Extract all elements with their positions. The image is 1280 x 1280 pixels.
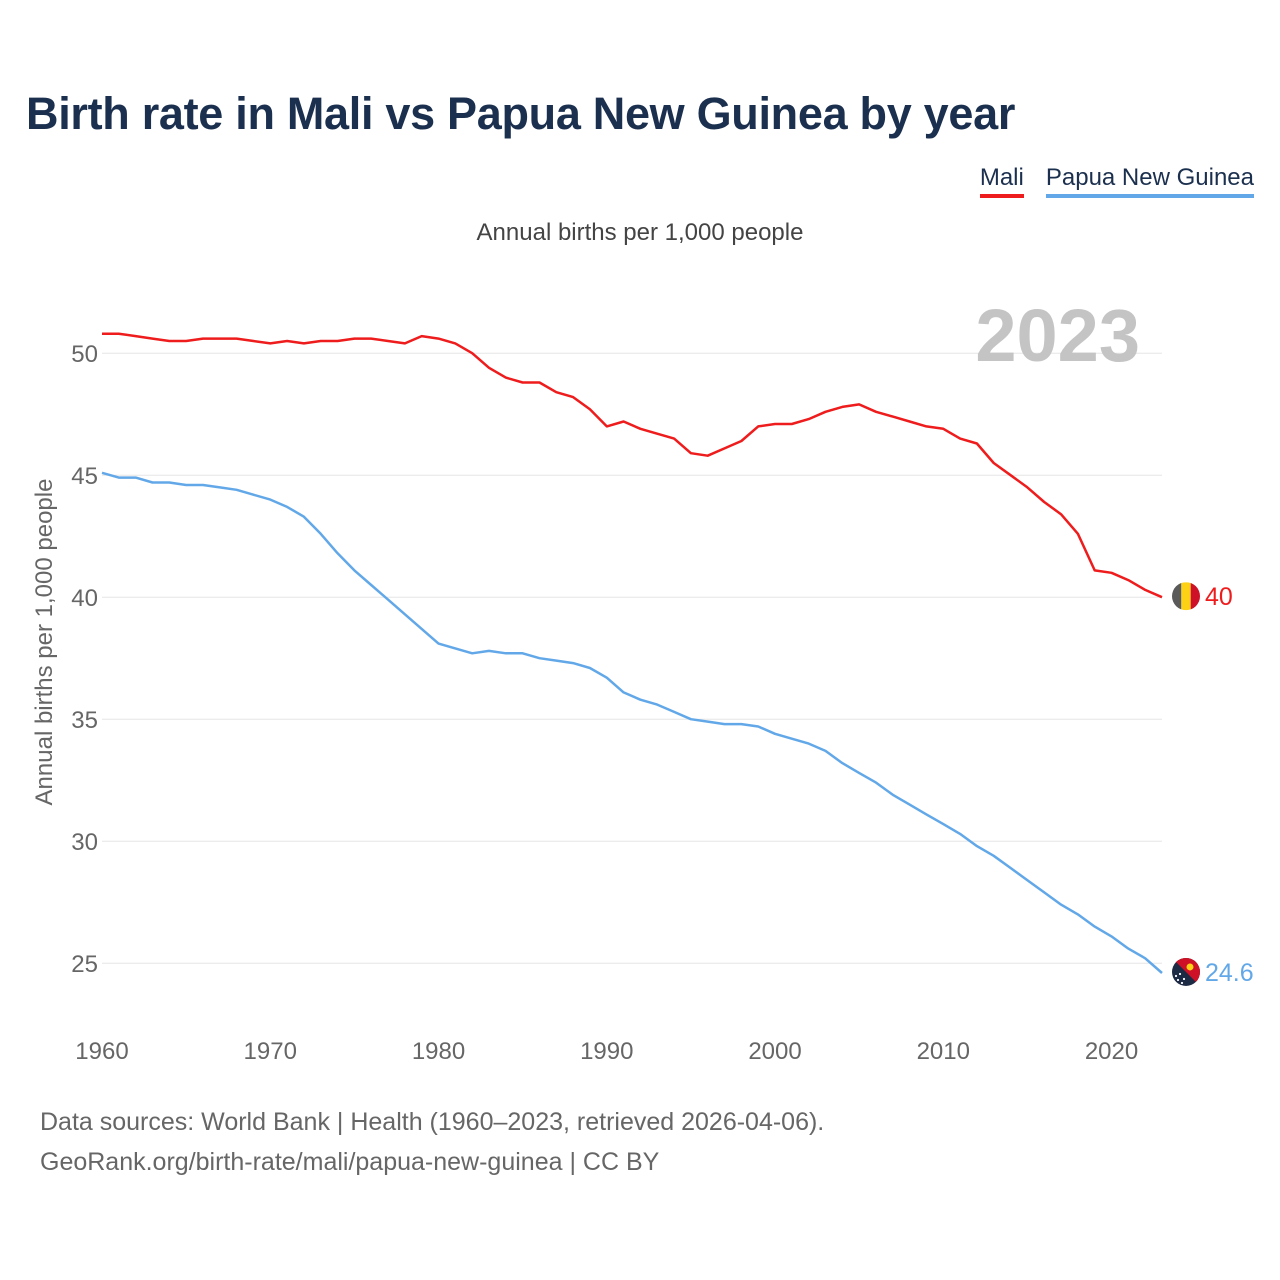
y-tick-label: 30 <box>71 829 98 856</box>
series-lines <box>101 332 1163 974</box>
footer: Data sources: World Bank | Health (1960–… <box>40 1102 824 1182</box>
legend-item-mali[interactable]: Mali <box>979 164 1024 198</box>
series-line-mali <box>102 332 1163 599</box>
papua-new-guinea-flag-icon <box>1172 957 1200 986</box>
legend: Mali Papua New Guinea <box>979 164 1254 198</box>
x-tick-label: 2000 <box>748 1038 801 1065</box>
line-chart: Annual births per 1,000 people 2023 Annu… <box>31 219 1254 1065</box>
chart-subtitle: Annual births per 1,000 people <box>477 219 804 246</box>
x-tick-label: 2010 <box>917 1038 970 1065</box>
end-markers: 40 24.6 <box>1172 582 1254 987</box>
chart-title: Birth rate in Mali vs Papua New Guinea b… <box>26 88 1016 139</box>
y-tick-label: 50 <box>71 341 98 368</box>
x-axis-ticks: 1960 1970 1980 1990 2000 2010 2020 <box>75 1038 1138 1065</box>
y-tick-label: 25 <box>71 951 98 978</box>
x-tick-label: 2020 <box>1085 1038 1138 1065</box>
x-tick-label: 1960 <box>75 1038 128 1065</box>
end-value-label-mali: 40 <box>1205 583 1233 611</box>
gridlines <box>102 352 1162 964</box>
x-tick-label: 1990 <box>580 1038 633 1065</box>
mali-flag-icon <box>1172 582 1200 611</box>
legend-item-papua-new-guinea[interactable]: Papua New Guinea <box>1045 164 1254 198</box>
y-tick-label: 45 <box>71 463 98 490</box>
x-tick-label: 1980 <box>412 1038 465 1065</box>
y-tick-label: 40 <box>71 585 98 612</box>
data-source-text: Data sources: World Bank | Health (1960–… <box>40 1108 825 1136</box>
y-tick-label: 35 <box>71 707 98 734</box>
source-url-text: GeoRank.org/birth-rate/mali/papua-new-gu… <box>40 1148 660 1176</box>
x-tick-label: 1970 <box>244 1038 297 1065</box>
series-line-papua-new-guinea <box>101 471 1163 974</box>
current-year-label: 2023 <box>975 294 1140 377</box>
end-value-label-papua-new-guinea: 24.6 <box>1205 959 1254 987</box>
y-axis-ticks: 25 30 35 40 45 50 <box>71 341 98 978</box>
y-axis-label: Annual births per 1,000 people <box>31 479 58 806</box>
